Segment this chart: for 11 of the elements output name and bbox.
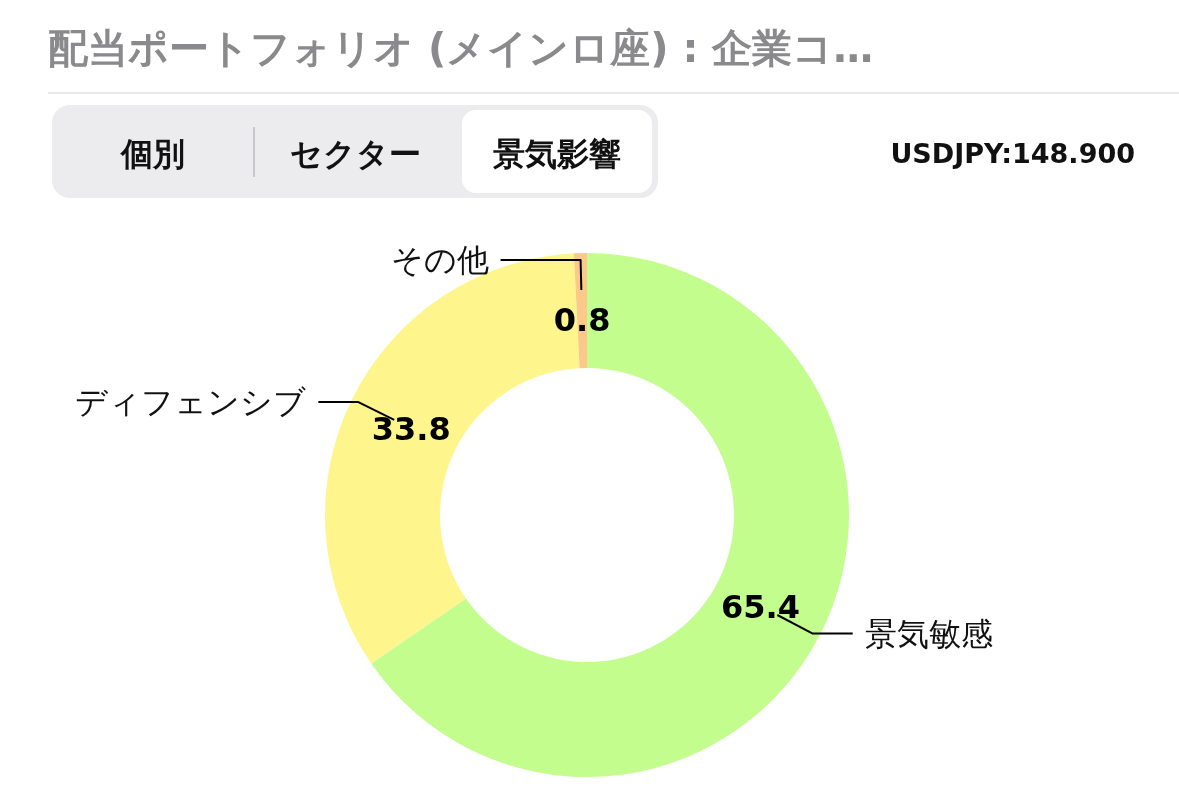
- text: USDJPY:148.900: [890, 138, 1135, 169]
- slice-label: その他: [390, 241, 489, 280]
- data-label: 33.8: [371, 410, 451, 449]
- data-label: 0.8: [553, 301, 611, 340]
- slice-label: 景気敏感: [864, 614, 993, 653]
- slice-label: ディフェンシブ: [75, 383, 307, 422]
- data-label: 65.4: [721, 588, 800, 627]
- text: 景気影響: [492, 135, 621, 173]
- text: セクター: [289, 135, 421, 173]
- chart-title: 配当ポートフォリオ (メインロ座) : 企業コ…: [48, 25, 874, 71]
- text: 個別: [120, 135, 185, 173]
